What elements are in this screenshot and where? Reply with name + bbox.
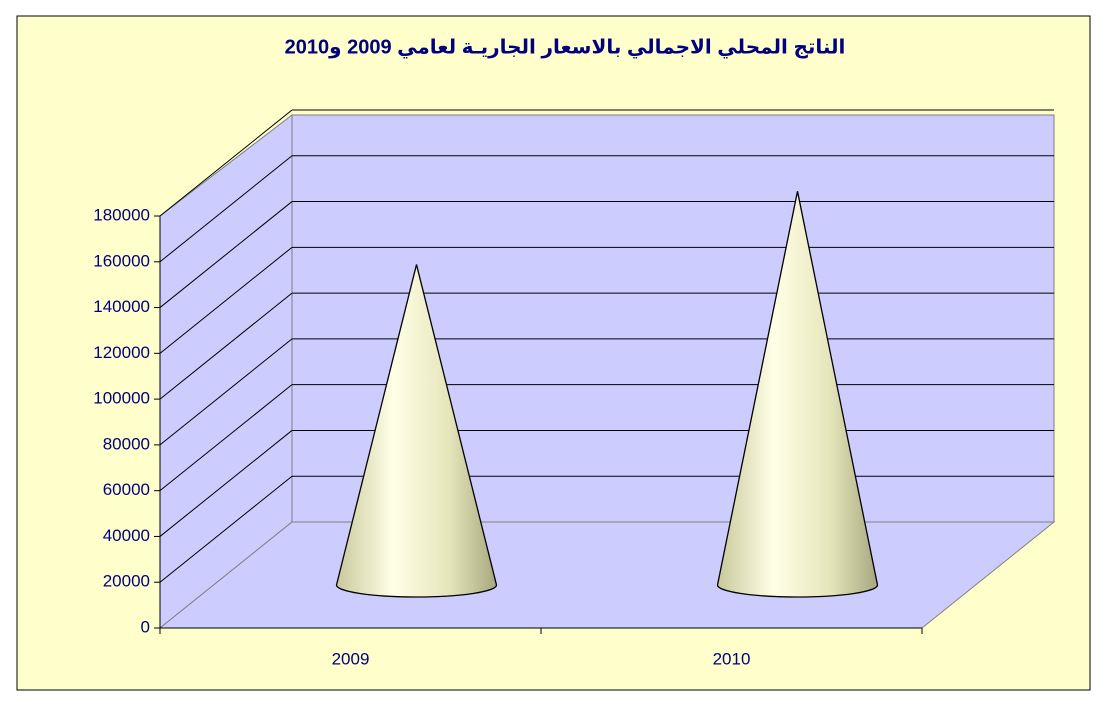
x-tick-label: 2010 — [713, 649, 751, 668]
grid-line — [159, 292, 293, 400]
grid-line — [159, 201, 293, 308]
y-tick-label: 120000 — [93, 343, 150, 362]
y-tick-label: 160000 — [93, 251, 150, 270]
y-tick-label: 40000 — [103, 526, 150, 545]
y-tick-label: 20000 — [103, 572, 150, 591]
cone — [716, 191, 879, 598]
floor — [158, 521, 1056, 629]
y-tick-label: 100000 — [93, 389, 150, 408]
chart-title: الناتج المحلي الاجمالي بالاسعار الجاريـة… — [285, 36, 846, 59]
grid-line — [159, 384, 293, 492]
grid-line — [159, 430, 293, 537]
y-tick-label: 60000 — [103, 480, 150, 499]
plot — [158, 113, 1056, 630]
y-tick-label: 180000 — [93, 205, 150, 224]
grid-line — [159, 338, 293, 446]
grid-line — [159, 246, 293, 354]
x-tick-label: 2009 — [332, 649, 370, 668]
y-tick-label: 0 — [141, 617, 150, 636]
grid-line — [159, 109, 293, 217]
grid-line — [159, 155, 293, 263]
grid-line — [159, 475, 293, 583]
y-tick-label: 140000 — [93, 297, 150, 316]
y-tick-label: 80000 — [103, 434, 150, 453]
cone — [335, 264, 498, 598]
